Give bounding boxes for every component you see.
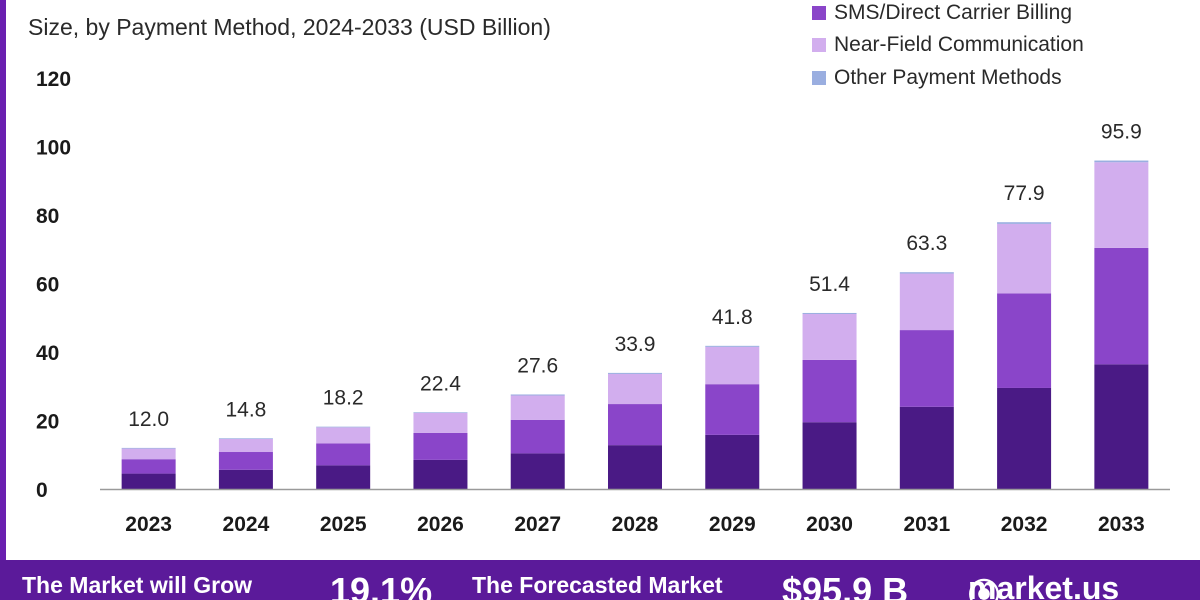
bar-total-label: 33.9 [615, 333, 656, 356]
bar-segment [510, 394, 565, 396]
legend-swatch-sms [812, 6, 826, 20]
legend-label-sms: SMS/Direct Carrier Billing [834, 1, 1073, 24]
bar-segment [802, 359, 857, 423]
bar-segment [218, 438, 273, 453]
bar-segment [997, 222, 1052, 224]
bar-segment [1094, 160, 1149, 163]
bar-segment [218, 469, 273, 489]
bar-segment [608, 445, 662, 489]
x-tick-label: 2023 [125, 513, 172, 536]
y-tick-label: 40 [36, 342, 59, 365]
bar-segment [705, 434, 760, 489]
banner-forecast-value: $95.9 B [782, 570, 909, 600]
bar-segment [510, 453, 565, 489]
bar-segment [413, 412, 468, 413]
bar-segment [413, 459, 468, 489]
bar-total-label: 14.8 [225, 398, 266, 421]
x-tick-label: 2032 [1001, 513, 1048, 536]
x-tick-label: 2030 [806, 513, 853, 536]
banner-cagr-value: 19.1% [330, 570, 433, 600]
bar-segment [316, 443, 371, 466]
bar-segment [413, 432, 468, 460]
bar-total-label: 77.9 [1004, 182, 1045, 205]
bar-segment [608, 404, 662, 446]
bar-segment [705, 345, 760, 347]
y-tick-label: 20 [36, 411, 59, 434]
bar-segment [316, 426, 371, 428]
summary-banner: The Market will Grow 19.1% The Forecaste… [0, 560, 1200, 600]
bar-segment [705, 384, 760, 435]
bar-segment [802, 422, 857, 489]
bar-segment [1094, 364, 1149, 489]
legend-label-other: Other Payment Methods [834, 66, 1062, 89]
y-tick-label: 120 [36, 68, 71, 91]
bar-total-label: 63.3 [906, 232, 947, 255]
bar-segment [608, 373, 662, 405]
x-tick-label: 2033 [1098, 513, 1145, 536]
bar-segment [121, 448, 176, 460]
bar-segment [121, 473, 176, 489]
bar-segment [413, 412, 468, 433]
bar-segment [899, 273, 954, 331]
bar-segment [1094, 162, 1149, 248]
stacked-bar-chart: 0 20 40 60 80 100 120 12.0 2023 14.8 2024 18.2 2025 2… [36, 68, 1170, 536]
bar-total-label: 51.4 [809, 273, 850, 296]
bar-segment [899, 272, 954, 274]
legend-label-nfc: Near-Field Communication [834, 33, 1084, 56]
bar-segment [121, 447, 176, 449]
legend-item-nfc: Near-Field Communication [812, 32, 1084, 58]
bar-segment [218, 438, 273, 439]
banner-forecast-text: The Forecasted Market [472, 572, 723, 598]
legend-item-other: Other Payment Methods [812, 65, 1062, 91]
x-tick-label: 2029 [709, 513, 756, 536]
chart-subtitle: Size, by Payment Method, 2024-2033 (USD … [28, 14, 551, 40]
x-tick-label: 2027 [514, 513, 561, 536]
x-tick-label: 2026 [417, 513, 464, 536]
bar-total-label: 95.9 [1101, 121, 1142, 144]
left-accent-edge [0, 0, 6, 560]
logo-icon: ⦿ [968, 577, 1001, 600]
y-tick-label: 80 [36, 205, 59, 228]
banner-grow-text: The Market will Grow [22, 572, 253, 598]
bar-total-label: 18.2 [323, 387, 364, 410]
bar-segment [997, 223, 1052, 294]
bar-segment [316, 427, 371, 444]
bar-segment [997, 293, 1052, 388]
bar-total-label: 12.0 [128, 408, 169, 431]
bar-segment [802, 312, 857, 314]
bar-segment [899, 330, 954, 407]
legend-swatch-nfc [812, 38, 826, 52]
bar-segment [510, 419, 565, 454]
bar-segment [316, 465, 371, 489]
bar-segment [608, 372, 662, 374]
bar-total-label: 22.4 [420, 372, 461, 395]
bar-segment [997, 387, 1052, 489]
bar-segment [218, 452, 273, 470]
y-tick-label: 60 [36, 274, 59, 297]
x-tick-label: 2024 [223, 513, 270, 536]
bar-total-label: 41.8 [712, 306, 753, 329]
x-tick-label: 2028 [612, 513, 659, 536]
x-tick-label: 2031 [903, 513, 950, 536]
bar-segment [121, 459, 176, 474]
bar-segment [802, 313, 857, 360]
bar-segment [1094, 247, 1149, 365]
legend-swatch-other [812, 71, 826, 85]
y-tick-label: 0 [36, 479, 48, 502]
logo-text: market.us [968, 570, 1120, 600]
bar-total-label: 27.6 [517, 354, 558, 377]
bar-segment [705, 346, 760, 385]
x-tick-label: 2025 [320, 513, 367, 536]
legend-item-sms: SMS/Direct Carrier Billing [812, 0, 1072, 26]
y-tick-label: 100 [36, 137, 71, 160]
bar-segment [510, 395, 565, 420]
bar-segment [899, 406, 954, 489]
